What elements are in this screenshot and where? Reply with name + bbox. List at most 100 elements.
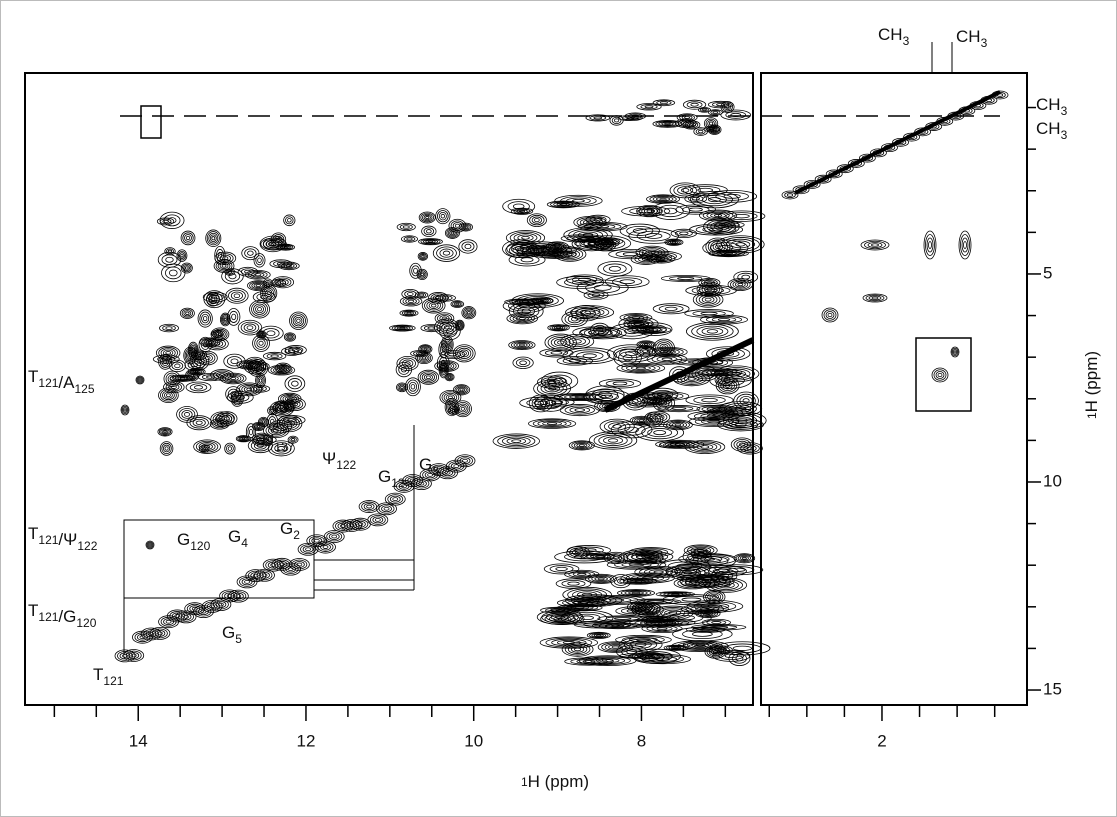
contour: [693, 412, 734, 421]
contour: [557, 340, 565, 345]
contour: [728, 651, 751, 666]
contour: [585, 114, 611, 122]
contour: [223, 353, 246, 369]
contour: [647, 653, 665, 660]
contour: [704, 286, 715, 293]
contour: [252, 334, 270, 352]
contour: [603, 551, 629, 565]
contour: [508, 340, 536, 350]
contour: [230, 591, 247, 602]
contour: [433, 466, 445, 473]
contour: [660, 608, 686, 618]
contour: [425, 216, 430, 220]
contour: [206, 231, 220, 246]
contour: [611, 116, 622, 125]
contour: [553, 338, 568, 347]
contour: [731, 371, 742, 376]
contour: [410, 384, 416, 390]
contour: [733, 553, 756, 564]
contour: [426, 300, 441, 311]
contour: [444, 470, 451, 475]
contour: [270, 354, 279, 358]
contour: [544, 333, 577, 352]
y-tick-label: 10: [1043, 471, 1062, 490]
contour: [568, 228, 608, 242]
contour: [291, 380, 299, 387]
contour: [584, 310, 595, 315]
contour: [256, 425, 261, 428]
contour: [552, 244, 563, 250]
contour: [224, 270, 241, 282]
contour: [450, 231, 455, 235]
contour: [653, 393, 678, 399]
contour: [659, 440, 700, 448]
contour: [181, 309, 194, 318]
contour: [718, 651, 745, 660]
contour: [148, 632, 155, 636]
contour: [677, 615, 695, 621]
contour: [230, 291, 243, 300]
contour: [278, 368, 285, 372]
contour: [417, 252, 429, 261]
contour: [243, 386, 255, 393]
contour: [270, 232, 287, 247]
contour: [180, 253, 184, 258]
contour: [650, 202, 691, 220]
contour: [197, 309, 213, 328]
contour: [651, 605, 694, 621]
contour: [669, 240, 678, 244]
contour: [189, 368, 204, 375]
contour: [406, 379, 419, 394]
label-part: T: [28, 524, 38, 543]
contour: [670, 646, 682, 650]
contour: [323, 530, 345, 543]
contour: [720, 380, 735, 392]
contour: [455, 302, 460, 306]
contour: [138, 378, 142, 382]
contour: [687, 545, 715, 556]
contour: [661, 122, 674, 126]
contour: [458, 405, 467, 413]
contour: [249, 300, 270, 319]
contour: [249, 281, 268, 290]
contour: [795, 186, 807, 193]
contour: [953, 350, 957, 354]
contour: [623, 320, 653, 329]
contour: [442, 337, 453, 352]
contour: [184, 358, 205, 371]
label-part: G: [228, 527, 241, 546]
contour: [650, 417, 657, 422]
contour: [226, 593, 233, 598]
contour: [514, 255, 540, 265]
contour: [418, 253, 427, 260]
contour: [162, 325, 176, 332]
contour: [739, 442, 746, 447]
contour: [123, 649, 145, 662]
contour: [616, 362, 666, 374]
contour: [443, 351, 462, 358]
contour: [262, 328, 280, 339]
contour: [713, 580, 739, 590]
contour: [331, 534, 338, 539]
contour: [733, 391, 759, 410]
contour: [247, 438, 273, 454]
contour: [147, 542, 153, 548]
contour: [512, 203, 525, 210]
contour: [667, 592, 684, 596]
contour: [724, 410, 735, 414]
contour: [652, 618, 662, 621]
contour: [233, 393, 242, 404]
contour: [608, 249, 653, 260]
contour: [293, 561, 305, 568]
contour: [871, 296, 879, 300]
superscript: 1: [1085, 412, 1099, 419]
contour: [266, 330, 276, 337]
contour: [458, 222, 473, 232]
contour: [555, 566, 568, 571]
left-panel: [24, 72, 754, 706]
x-tick-label: 8: [637, 731, 646, 750]
contour: [690, 605, 720, 613]
contour: [274, 444, 289, 453]
contour: [586, 220, 594, 224]
contour: [185, 266, 189, 270]
